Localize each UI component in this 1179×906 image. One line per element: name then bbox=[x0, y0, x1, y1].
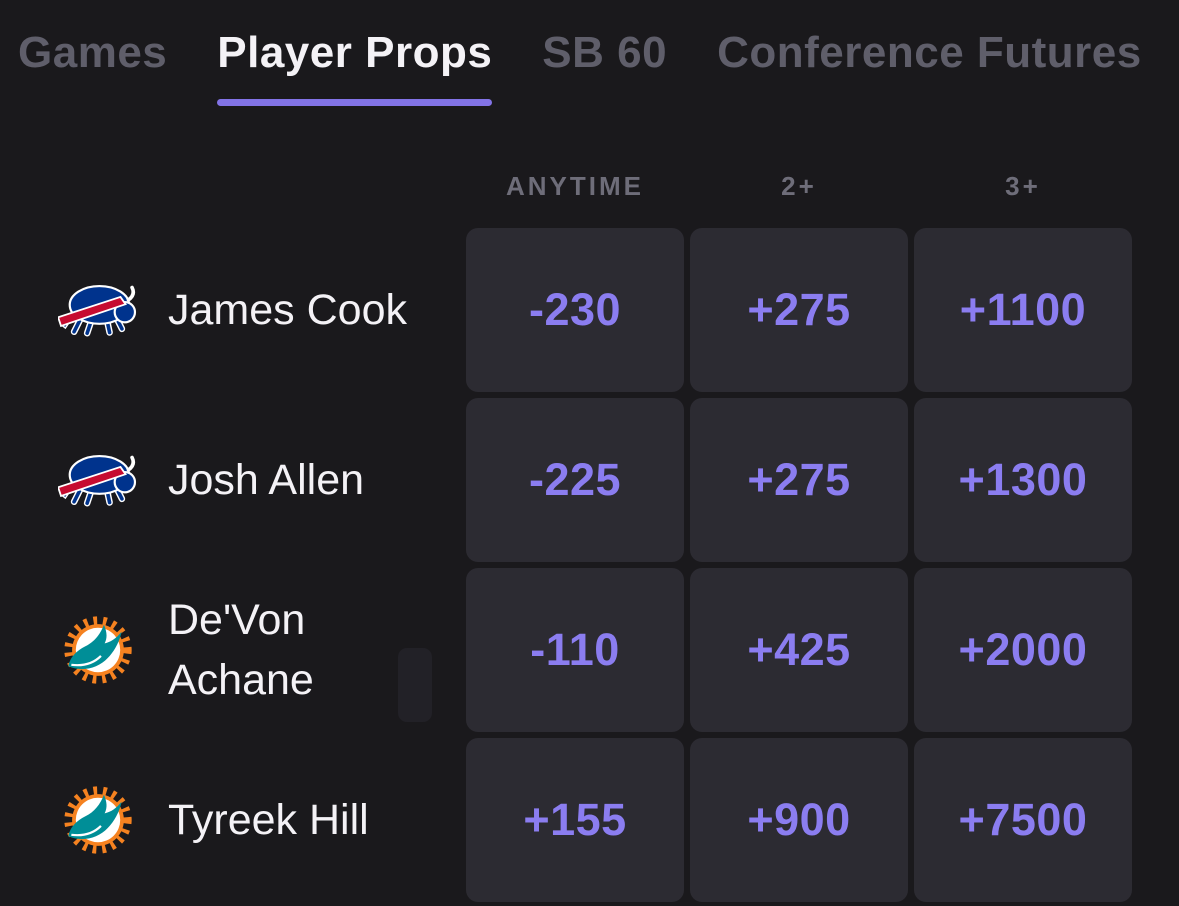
player-name: Josh Allen bbox=[168, 455, 365, 504]
odds-button-josh-allen-2[interactable]: +275 bbox=[690, 398, 908, 562]
odds-button-james-cook-anytime[interactable]: -230 bbox=[466, 228, 684, 392]
tab-sb-60[interactable]: SB 60 bbox=[542, 28, 667, 106]
scrollbar-thumb[interactable] bbox=[398, 648, 432, 722]
odds-button-tyreek-hill-2[interactable]: +900 bbox=[690, 738, 908, 902]
tab-conference-futures[interactable]: Conference Futures bbox=[717, 28, 1142, 106]
dolphins-team-logo-icon bbox=[64, 786, 132, 854]
dolphins-team-logo-icon bbox=[64, 616, 132, 684]
column-header-spacer bbox=[0, 112, 460, 222]
tab-label: Conference Futures bbox=[717, 28, 1142, 77]
tab-bar: Games Player Props SB 60 Conference Futu… bbox=[0, 0, 1179, 106]
player-cell-josh-allen: Josh Allen bbox=[0, 398, 460, 562]
tab-label: SB 60 bbox=[542, 28, 668, 77]
tab-games[interactable]: Games bbox=[18, 28, 167, 106]
player-name: James Cook bbox=[168, 285, 407, 334]
active-tab-underline-indicator bbox=[217, 99, 493, 106]
active-tab-underline-indicator bbox=[18, 99, 167, 106]
odds-button-josh-allen-3[interactable]: +1300 bbox=[914, 398, 1132, 562]
player-cell-tyreek-hill: Tyreek Hill bbox=[0, 738, 460, 902]
column-header-2: 2+ bbox=[781, 171, 817, 201]
odds-button-de-von-achane-3[interactable]: +2000 bbox=[914, 568, 1132, 732]
odds-board: ANYTIME 2+ 3+ James Cook -230 +275 +1100 bbox=[0, 112, 1179, 902]
active-tab-underline-indicator bbox=[542, 99, 667, 106]
tab-label: Player Props bbox=[217, 28, 493, 77]
column-header-anytime: ANYTIME bbox=[506, 171, 644, 201]
bills-team-logo-icon bbox=[58, 284, 137, 337]
bills-team-logo-icon bbox=[58, 454, 137, 507]
odds-button-james-cook-2[interactable]: +275 bbox=[690, 228, 908, 392]
player-name: De'Von Achane bbox=[168, 595, 314, 704]
odds-button-tyreek-hill-3[interactable]: +7500 bbox=[914, 738, 1132, 902]
player-cell-james-cook: James Cook bbox=[0, 228, 460, 392]
odds-button-josh-allen-anytime[interactable]: -225 bbox=[466, 398, 684, 562]
column-header-3: 3+ bbox=[1005, 171, 1041, 201]
tab-player-props[interactable]: Player Props bbox=[217, 28, 493, 106]
tab-label: Games bbox=[18, 28, 168, 77]
odds-button-tyreek-hill-anytime[interactable]: +155 bbox=[466, 738, 684, 902]
active-tab-underline-indicator bbox=[717, 99, 1142, 106]
odds-button-de-von-achane-2[interactable]: +425 bbox=[690, 568, 908, 732]
odds-button-james-cook-3[interactable]: +1100 bbox=[914, 228, 1132, 392]
odds-button-de-von-achane-anytime[interactable]: -110 bbox=[466, 568, 684, 732]
player-name: Tyreek Hill bbox=[168, 795, 369, 844]
player-cell-de-von-achane: De'Von Achane bbox=[0, 568, 460, 732]
